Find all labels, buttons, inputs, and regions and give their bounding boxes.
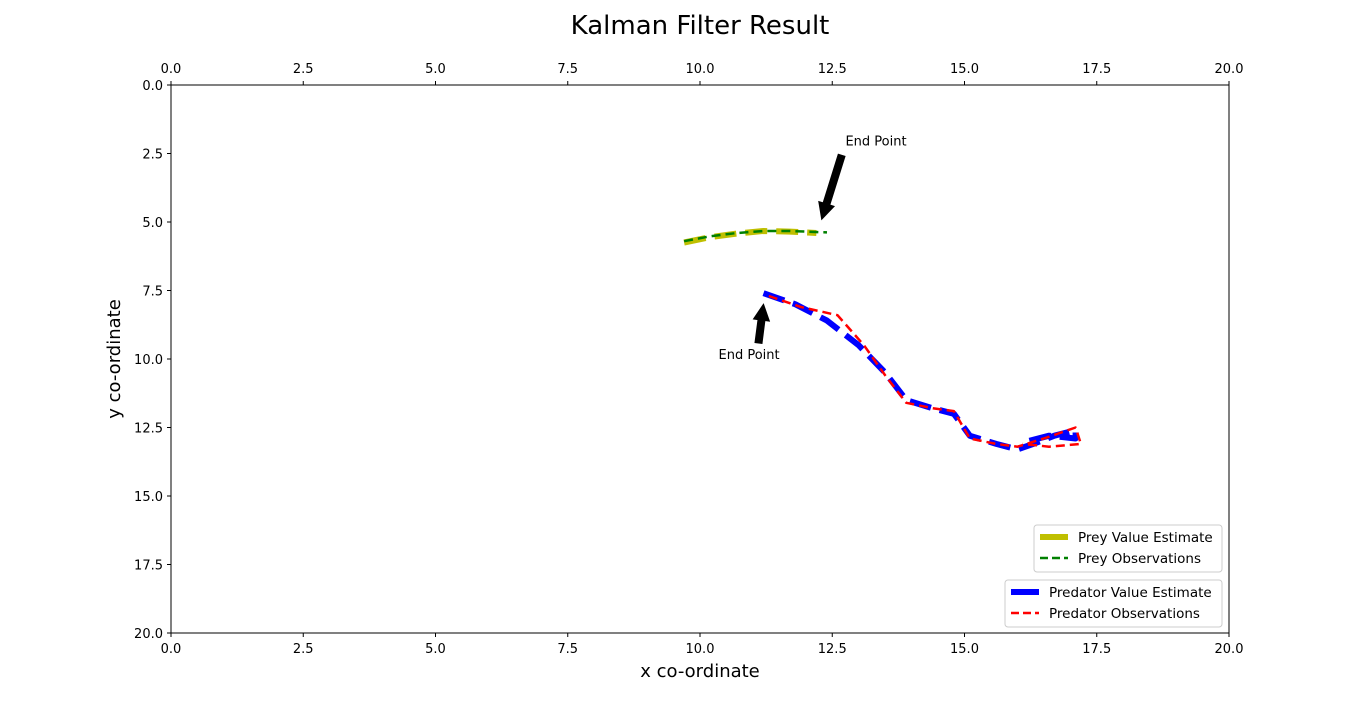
x-tick-label-bottom: 20.0 — [1215, 642, 1244, 657]
legend-label: Predator Observations — [1049, 606, 1200, 622]
y-tick-label: 15.0 — [134, 490, 163, 505]
series-predator-value-estimate — [762, 290, 1079, 453]
legend-box — [1033, 524, 1223, 573]
legend-box — [1004, 579, 1223, 628]
y-tick-label: 5.0 — [142, 216, 163, 231]
annotations: End Point End Point — [719, 134, 907, 363]
x-tick-label-bottom: 2.5 — [293, 642, 314, 657]
x-axis-label: x co-ordinate — [640, 661, 760, 682]
x-tick-label-top: 20.0 — [1215, 62, 1244, 77]
series-layer — [683, 228, 1083, 453]
y-tick-label: 0.0 — [142, 79, 163, 94]
legend-label: Prey Observations — [1078, 551, 1201, 567]
y-tick-label: 17.5 — [134, 559, 163, 574]
x-tick-label-bottom: 17.5 — [1082, 642, 1111, 657]
x-tick-label-top: 15.0 — [950, 62, 979, 77]
x-tick-label-top: 7.5 — [557, 62, 578, 77]
x-tick-label-top: 0.0 — [161, 62, 182, 77]
chart-title: Kalman Filter Result — [571, 11, 830, 41]
legend-label: Prey Value Estimate — [1078, 530, 1213, 546]
x-tick-label-bottom: 10.0 — [686, 642, 715, 657]
y-axis-label: y co-ordinate — [104, 299, 125, 419]
annotation-arrow — [752, 303, 771, 344]
y-tick-label: 7.5 — [142, 285, 163, 300]
x-tick-label-top: 12.5 — [818, 62, 847, 77]
x-tick-label-top: 2.5 — [293, 62, 314, 77]
legend-label: Predator Value Estimate — [1049, 585, 1212, 601]
y-tick-label: 12.5 — [134, 422, 163, 437]
x-tick-label-top: 17.5 — [1082, 62, 1111, 77]
series-predator-observations — [768, 294, 1083, 448]
y-tick-label: 10.0 — [134, 353, 163, 368]
legends: Prey Value Estimate Prey Observations Pred… — [1004, 524, 1223, 628]
x-tick-label-bottom: 0.0 — [161, 642, 182, 657]
annotation-arrow — [818, 153, 846, 221]
axis-ticks: 0.0 0.0 2.5 2.5 5.0 5.0 7.5 7.5 10.0 10.0 12.5 12.5… — [134, 62, 1243, 657]
y-tick-label: 20.0 — [134, 627, 163, 642]
plot-frame — [170, 84, 1230, 634]
annotation-label: End Point — [719, 348, 780, 363]
x-tick-label-top: 10.0 — [686, 62, 715, 77]
x-tick-label-top: 5.0 — [425, 62, 446, 77]
x-tick-label-bottom: 12.5 — [818, 642, 847, 657]
x-tick-label-bottom: 7.5 — [557, 642, 578, 657]
x-tick-label-bottom: 15.0 — [950, 642, 979, 657]
annotation-label: End Point — [845, 134, 906, 149]
x-tick-label-bottom: 5.0 — [425, 642, 446, 657]
y-tick-label: 2.5 — [142, 148, 163, 163]
series-prey-value-estimate — [683, 228, 817, 246]
